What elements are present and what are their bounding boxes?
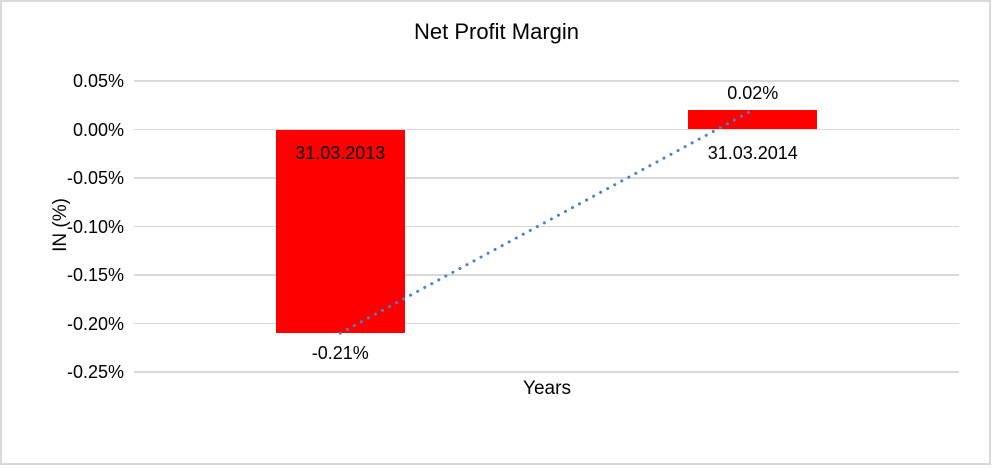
y-tick-label: -0.25% [66, 362, 124, 382]
plot-area: 0.05% 0.00% -0.05% -0.10% -0.15% -0.20% -0.25%… [67, 71, 959, 382]
y-gridline [134, 274, 959, 276]
y-gridline [134, 322, 959, 325]
value-data-label: 0.02% [727, 83, 779, 104]
y-gridline [134, 128, 959, 131]
y-tick-label: 0.00% [72, 119, 124, 140]
chart-title: Net Profit Margin [413, 19, 580, 44]
y-gridline [134, 177, 959, 179]
category-label: 31.03.2014 [707, 142, 798, 163]
bar [275, 129, 405, 334]
y-tick-label: -0.15% [66, 265, 124, 285]
value-data-label: -0.21% [311, 343, 369, 364]
trendline [338, 108, 755, 335]
y-gridline [134, 371, 959, 373]
y-tick-label: 0.05% [72, 71, 124, 91]
x-axis-title: Years [523, 378, 571, 399]
y-tick-label: -0.10% [66, 216, 124, 237]
y-gridline [134, 225, 959, 228]
category-label: 31.03.2013 [295, 142, 386, 163]
trendline-line [338, 108, 755, 335]
y-gridline [134, 80, 959, 82]
y-tick-label: -0.20% [66, 313, 124, 334]
y-tick-label: -0.05% [66, 168, 124, 188]
bar [688, 110, 818, 130]
